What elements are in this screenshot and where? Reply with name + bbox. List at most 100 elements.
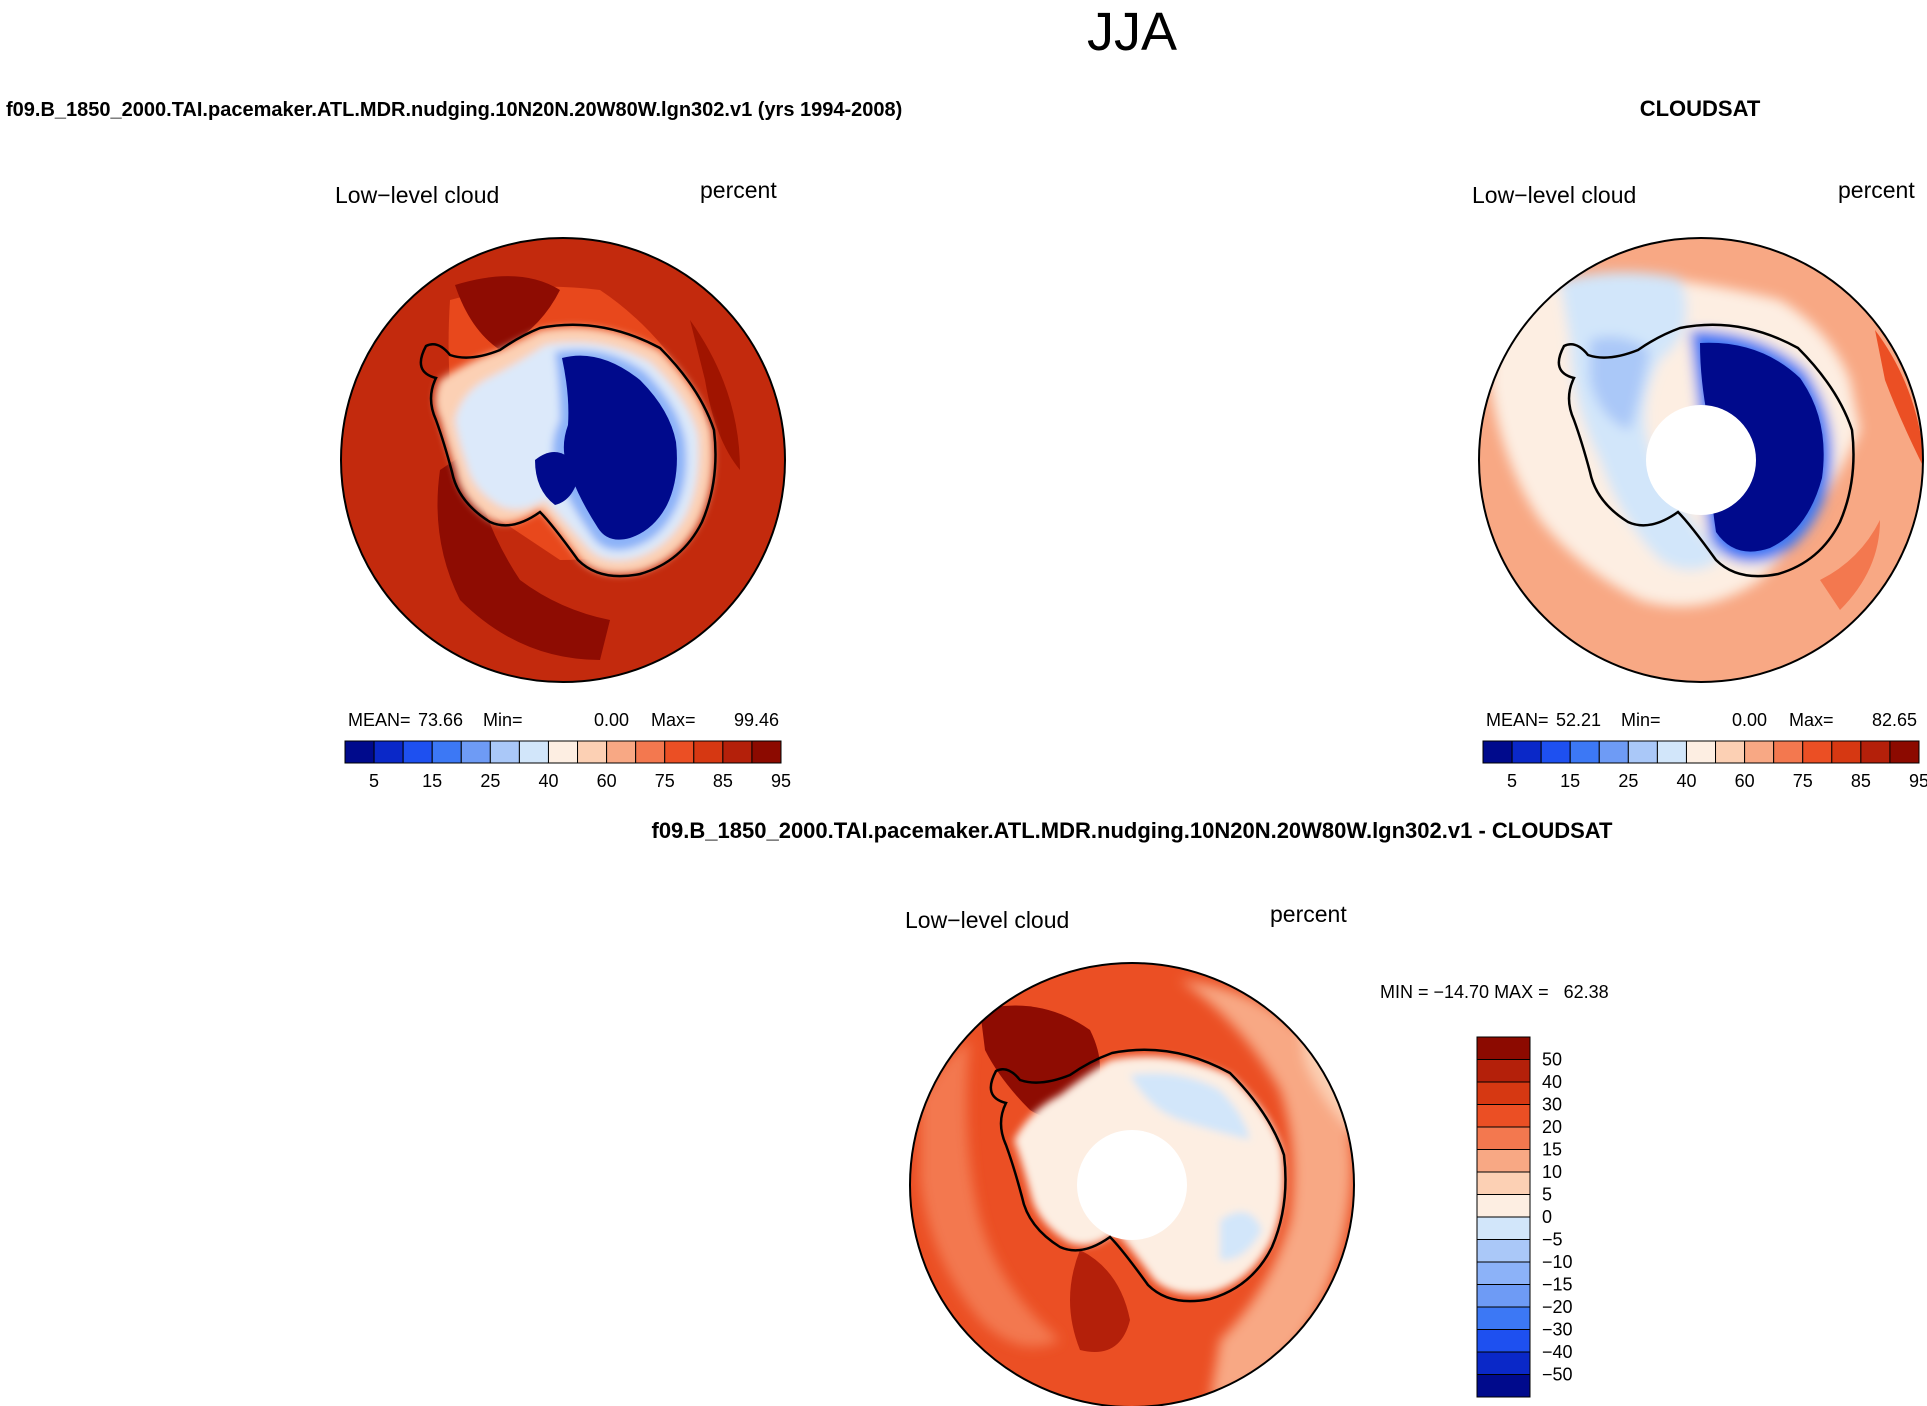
panel-diff-colorbar-tick-label: 0 [1542, 1207, 1552, 1227]
panel-model-colorbar-tick-label: 75 [655, 771, 675, 791]
panel-diff-colorbar-tick-label: 10 [1542, 1162, 1562, 1182]
panel-diff-colorbar-tick-label: 30 [1542, 1095, 1562, 1115]
panel-obs-colorbar-tick-label: 25 [1618, 771, 1638, 791]
panel-model-min-label: Min= [483, 710, 523, 730]
panel-obs-colorbar-tick-label: 40 [1676, 771, 1696, 791]
panel-model-colorbar-swatch [489, 740, 520, 764]
panel-diff-colorbar [1476, 1036, 1531, 1398]
panel-obs-pole-hole [1646, 405, 1756, 515]
panel-model-colorbar-swatch [664, 740, 695, 764]
panel-diff-colorbar-swatch [1476, 1329, 1531, 1353]
panel-model-variable: Low−level cloud [335, 182, 499, 208]
panel-obs-colorbar-ticks: 5 15 25 40 60 75 85 95 [1507, 771, 1927, 791]
panel-diff-colorbar-tick-label: −15 [1542, 1275, 1573, 1295]
panel-diff-colorbar-swatch [1476, 1306, 1531, 1330]
panel-model-colorbar-tick-label: 95 [771, 771, 791, 791]
panel-diff-colorbar-swatch [1476, 1239, 1531, 1263]
panel-model-colorbar-swatch [722, 740, 753, 764]
panel-model-map [341, 238, 785, 682]
panel-obs-colorbar-swatch [1685, 740, 1717, 764]
panel-model-colorbar-swatch [635, 740, 666, 764]
panel-obs-colorbar-tick-label: 60 [1735, 771, 1755, 791]
panel-model-colorbar-swatch [577, 740, 608, 764]
panel-model: f09.B_1850_2000.TAI.pacemaker.ATL.MDR.nu… [6, 99, 902, 791]
panel-diff-colorbar-tick-label: 40 [1542, 1072, 1562, 1092]
panel-model-colorbar-tick-label: 25 [480, 771, 500, 791]
panel-diff-colorbar-swatch [1476, 1261, 1531, 1285]
panel-obs-map-border [1478, 237, 1924, 683]
panel-obs-min-value: 0.00 [1732, 710, 1767, 730]
panel-diff-colorbar-tick-label: −50 [1542, 1365, 1573, 1385]
panel-model-colorbar-swatch [344, 740, 375, 764]
panel-diff-variable: Low−level cloud [905, 907, 1069, 933]
panel-diff-colorbar-swatch [1476, 1104, 1531, 1128]
panel-diff-colorbar-tick-label: −20 [1542, 1297, 1573, 1317]
panel-diff-colorbar-swatch [1476, 1284, 1531, 1308]
panel-model-colorbar-tick-label: 40 [538, 771, 558, 791]
panel-obs-colorbar-tick-label: 95 [1909, 771, 1927, 791]
panel-diff-colorbar-swatch [1476, 1149, 1531, 1173]
panel-model-units: percent [700, 177, 777, 203]
panel-diff-colorbar-tick-label: −10 [1542, 1252, 1573, 1272]
panel-diff-pole-hole [1077, 1130, 1187, 1240]
panel-obs-min-label: Min= [1621, 710, 1661, 730]
panel-obs: CLOUDSAT Low−level cloud percent MEAN= 5… [1472, 96, 1927, 791]
panel-obs-units: percent [1838, 177, 1915, 203]
panel-model-colorbar-swatch [606, 740, 637, 764]
panel-obs-max-label: Max= [1789, 710, 1834, 730]
panel-diff-colorbar-swatch [1476, 1126, 1531, 1150]
panel-obs-colorbar-swatch [1627, 740, 1658, 764]
panel-model-colorbar-tick-label: 15 [422, 771, 442, 791]
panel-model-mean-label: MEAN= [348, 710, 411, 730]
panel-obs-colorbar-swatch [1482, 740, 1513, 764]
panel-model-colorbar-swatch [547, 740, 579, 764]
panel-obs-mean-value: 52.21 [1556, 710, 1601, 730]
panel-diff-colorbar-swatch [1476, 1171, 1531, 1195]
panel-obs-colorbar-tick-label: 85 [1851, 771, 1871, 791]
panel-diff-colorbar-swatch [1476, 1059, 1531, 1083]
panel-obs-colorbar-swatch [1511, 740, 1542, 764]
panel-model-max-value: 99.46 [734, 710, 779, 730]
panel-model-colorbar-swatch [431, 740, 462, 764]
panel-diff-colorbar-swatch [1476, 1351, 1531, 1375]
panel-obs-colorbar-swatch [1744, 740, 1775, 764]
panel-model-colorbar [344, 740, 782, 764]
panel-diff-map-border [909, 962, 1355, 1406]
panel-obs-colorbar-swatch [1860, 740, 1891, 764]
panel-diff-title: f09.B_1850_2000.TAI.pacemaker.ATL.MDR.nu… [652, 818, 1614, 843]
panel-obs-colorbar-swatch [1569, 740, 1600, 764]
season-title: JJA [1087, 2, 1177, 62]
panel-diff-colorbar-swatch [1476, 1374, 1531, 1398]
panel-diff-colorbar-tick-label: 15 [1542, 1140, 1562, 1160]
panel-obs-colorbar-swatch [1715, 740, 1746, 764]
panel-obs-variable: Low−level cloud [1472, 182, 1636, 208]
panel-model-mean-value: 73.66 [418, 710, 463, 730]
panel-obs-colorbar-swatch [1598, 740, 1629, 764]
panel-diff-units: percent [1270, 901, 1347, 927]
panel-diff-colorbar-tick-label: −40 [1542, 1342, 1573, 1362]
panel-diff-colorbar-tick-label: −5 [1542, 1230, 1563, 1250]
panel-obs-colorbar-swatch [1773, 740, 1804, 764]
panel-obs-title: CLOUDSAT [1640, 96, 1761, 121]
panel-obs-colorbar-swatch [1802, 740, 1833, 764]
panel-model-max-label: Max= [651, 710, 696, 730]
panel-obs-colorbar-swatch [1831, 740, 1862, 764]
panel-diff-colorbar-tick-label: −30 [1542, 1320, 1573, 1340]
panel-model-colorbar-swatch [373, 740, 404, 764]
panel-diff-colorbar-swatch [1476, 1036, 1531, 1060]
panel-obs-mean-label: MEAN= [1486, 710, 1549, 730]
panel-obs-colorbar-tick-label: 75 [1793, 771, 1813, 791]
panel-model-colorbar-swatch [402, 740, 433, 764]
panel-model-colorbar-swatch [518, 740, 549, 764]
panel-obs-colorbar-tick-label: 15 [1560, 771, 1580, 791]
panel-model-min-value: 0.00 [594, 710, 629, 730]
panel-model-colorbar-swatch [460, 740, 491, 764]
panel-model-map-border [340, 237, 786, 683]
panel-obs-colorbar-tick-label: 5 [1507, 771, 1517, 791]
panel-model-title: f09.B_1850_2000.TAI.pacemaker.ATL.MDR.nu… [6, 99, 902, 121]
panel-diff-colorbar-swatch [1476, 1081, 1531, 1105]
panel-model-colorbar-ticks: 5 15 25 40 60 75 85 95 [369, 771, 791, 791]
panel-obs-colorbar-swatch [1656, 740, 1687, 764]
